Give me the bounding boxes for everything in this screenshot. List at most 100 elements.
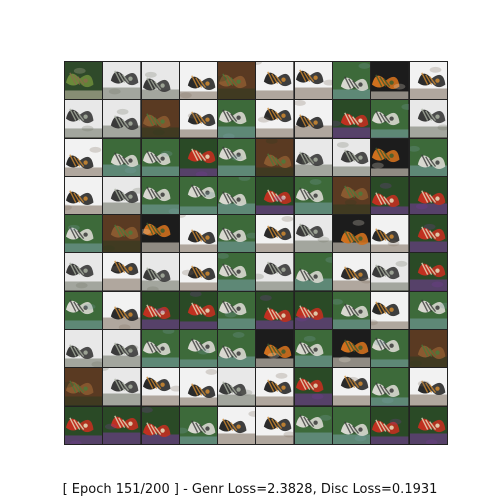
generated-sample-tile (141, 62, 179, 100)
generated-sample-tile (294, 176, 333, 215)
generated-sample-tile (294, 215, 333, 253)
generated-sample-tile (409, 368, 447, 406)
generated-sample-tile (218, 368, 256, 406)
generated-sample-tile (409, 215, 447, 253)
generated-sample-tile (409, 291, 447, 330)
generated-sample-tile (371, 368, 409, 406)
generated-sample-tile (294, 368, 333, 406)
generated-sample-tile (371, 176, 409, 215)
generated-sample-tile (333, 176, 371, 215)
generated-sample-tile (179, 215, 218, 253)
generated-image-grid (64, 61, 448, 445)
generated-sample-tile (409, 62, 447, 100)
generated-sample-tile (409, 100, 447, 138)
generated-sample-tile (333, 253, 371, 291)
generated-sample-tile (65, 330, 103, 368)
generated-sample-tile (256, 368, 294, 406)
generated-sample-tile (371, 100, 409, 138)
generated-sample-tile (103, 62, 141, 100)
generated-sample-tile (65, 215, 103, 253)
generated-sample-tile (65, 406, 103, 444)
generated-sample-tile (294, 330, 333, 368)
generated-sample-tile (141, 138, 179, 176)
generated-sample-tile (218, 100, 256, 138)
generated-sample-tile (256, 291, 294, 330)
generated-sample-tile (371, 291, 409, 330)
generated-sample-tile (256, 100, 294, 138)
generated-sample-tile (179, 138, 218, 176)
generated-sample-tile (333, 406, 371, 444)
generated-sample-tile (103, 406, 141, 444)
generated-sample-tile (409, 176, 447, 215)
generated-sample-tile (103, 176, 141, 215)
generated-sample-tile (179, 291, 218, 330)
generated-sample-tile (333, 291, 371, 330)
generated-sample-tile (218, 176, 256, 215)
generated-sample-tile (218, 253, 256, 291)
generated-sample-tile (218, 406, 256, 444)
generated-sample-tile (294, 291, 333, 330)
generated-sample-tile (65, 62, 103, 100)
training-caption: [ Epoch 151/200 ] - Genr Loss=2.3828, Di… (62, 482, 438, 497)
generated-sample-tile (371, 215, 409, 253)
generated-sample-tile (179, 330, 218, 368)
generated-sample-tile (103, 368, 141, 406)
generated-sample-tile (294, 406, 333, 444)
generated-sample-tile (179, 368, 218, 406)
generated-sample-tile (179, 253, 218, 291)
generated-sample-tile (103, 100, 141, 138)
generated-sample-tile (65, 291, 103, 330)
generated-sample-tile (141, 368, 179, 406)
generated-sample-tile (65, 100, 103, 138)
generated-sample-tile (179, 176, 218, 215)
generated-sample-tile (141, 406, 179, 444)
generated-sample-tile (333, 368, 371, 406)
generated-sample-tile (409, 253, 447, 291)
generated-sample-tile (294, 138, 333, 176)
generated-sample-tile (218, 215, 256, 253)
generated-sample-tile (218, 291, 256, 330)
generated-sample-tile (141, 100, 179, 138)
generated-sample-tile (371, 138, 409, 176)
generated-sample-tile (179, 406, 218, 444)
generated-sample-tile (179, 100, 218, 138)
generated-sample-tile (256, 330, 294, 368)
generated-sample-tile (256, 215, 294, 253)
generated-sample-tile (371, 62, 409, 100)
generated-sample-tile (103, 291, 141, 330)
generated-sample-tile (141, 291, 179, 330)
generated-sample-tile (65, 253, 103, 291)
generated-sample-tile (65, 368, 103, 406)
generated-sample-tile (141, 330, 179, 368)
generated-sample-tile (294, 100, 333, 138)
generated-sample-tile (294, 253, 333, 291)
generated-sample-tile (218, 330, 256, 368)
generated-sample-tile (256, 253, 294, 291)
generated-sample-tile (333, 215, 371, 253)
generated-sample-tile (256, 406, 294, 444)
generated-sample-tile (333, 62, 371, 100)
generated-sample-tile (141, 253, 179, 291)
generated-sample-tile (294, 62, 333, 100)
generated-sample-tile (256, 62, 294, 100)
generated-sample-tile (256, 176, 294, 215)
generated-sample-tile (371, 253, 409, 291)
generated-sample-tile (179, 62, 218, 100)
generated-sample-tile (103, 138, 141, 176)
generated-sample-tile (103, 253, 141, 291)
generated-sample-tile (409, 138, 447, 176)
generated-sample-tile (65, 176, 103, 215)
generated-sample-tile (65, 138, 103, 176)
generated-sample-tile (333, 330, 371, 368)
generated-sample-tile (333, 138, 371, 176)
generated-sample-tile (371, 406, 409, 444)
generated-sample-tile (333, 100, 371, 138)
generated-sample-tile (218, 138, 256, 176)
generated-sample-tile (141, 176, 179, 215)
generated-sample-tile (141, 215, 179, 253)
generated-sample-tile (409, 406, 447, 444)
generated-sample-tile (103, 215, 141, 253)
generated-sample-tile (256, 138, 294, 176)
generated-sample-tile (103, 330, 141, 368)
generated-sample-tile (371, 330, 409, 368)
